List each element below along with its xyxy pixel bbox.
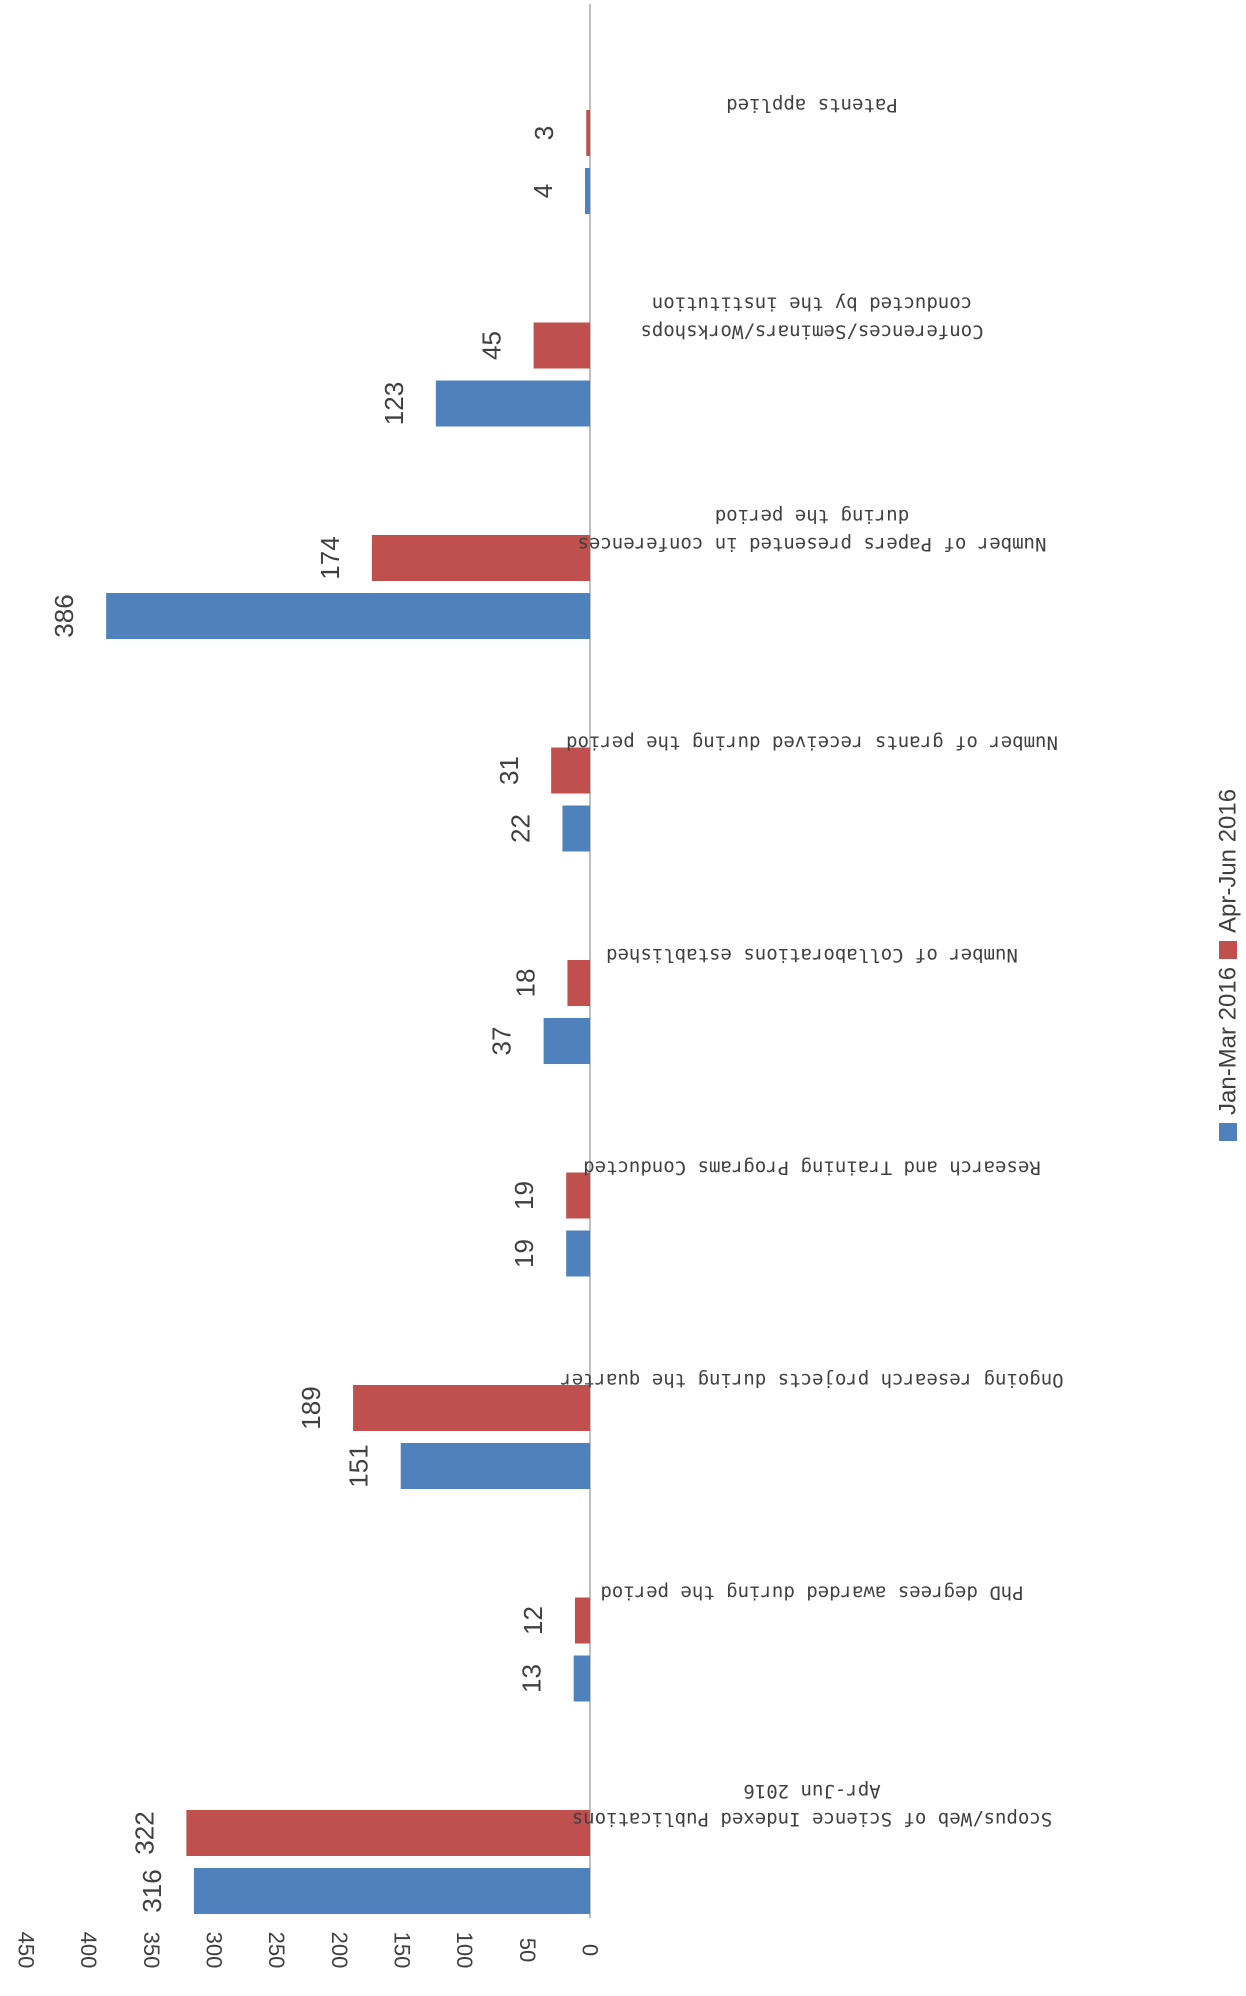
- bar: [401, 1443, 590, 1489]
- bar: [106, 593, 590, 639]
- bar: [372, 535, 590, 581]
- category-label: Research and Training Programs Conducted: [583, 1157, 1041, 1179]
- axis-tick-label: 0: [578, 1944, 603, 1956]
- data-label: 123: [379, 382, 409, 425]
- category-label-line: Number of grants received during the per…: [566, 732, 1058, 754]
- bar: [186, 1810, 590, 1856]
- data-label: 174: [315, 536, 345, 579]
- category-label: Number of Collaborations established: [606, 944, 1018, 966]
- bar: [575, 1598, 590, 1644]
- axis-tick-label: 350: [139, 1932, 164, 1969]
- data-label: 386: [49, 594, 79, 637]
- bar: [585, 168, 590, 214]
- data-label: 322: [129, 1811, 159, 1854]
- category-label: PhD degrees awarded during the period: [600, 1582, 1023, 1604]
- legend-swatch: [1219, 941, 1237, 959]
- category-label: Number of grants received during the per…: [566, 732, 1058, 754]
- data-label: 19: [509, 1239, 539, 1268]
- bar: [534, 323, 590, 369]
- data-label: 13: [517, 1664, 547, 1693]
- category-label-line: Research and Training Programs Conducted: [583, 1157, 1041, 1179]
- data-label: 19: [509, 1181, 539, 1210]
- axis-tick-label: 250: [264, 1932, 289, 1969]
- data-label: 45: [477, 331, 507, 360]
- axis-tick-label: 450: [13, 1932, 38, 1969]
- bar: [562, 806, 590, 852]
- data-label: 4: [528, 184, 558, 198]
- legend-label: Apr-Jun 2016: [1215, 789, 1242, 933]
- data-label: 189: [296, 1386, 326, 1429]
- category-label-line: Number of Collaborations established: [606, 944, 1018, 966]
- bar: [194, 1868, 590, 1914]
- category-label-line: Patents applied: [726, 94, 898, 116]
- axis-tick-label: 200: [327, 1932, 352, 1969]
- data-label: 3: [529, 126, 559, 140]
- legend-swatch: [1219, 1123, 1237, 1141]
- axis-tick-label: 50: [515, 1938, 540, 1962]
- axis-tick-label: 150: [389, 1932, 414, 1969]
- legend-label: Jan-Mar 2016: [1215, 967, 1242, 1115]
- data-label: 18: [510, 969, 540, 998]
- category-label-line: during the period: [715, 505, 909, 527]
- category-label-line: Conferences/Seminars/Workshops: [640, 321, 983, 343]
- category-label: Ongoing research projects during the qua…: [560, 1369, 1063, 1391]
- legend: Jan-Mar 2016 Apr-Jun 2016: [1215, 789, 1242, 1141]
- category-label: Patents applied: [726, 94, 898, 116]
- bar: [353, 1385, 590, 1431]
- category-label: Scopus/Web of Science Indexed Publicatio…: [572, 1780, 1052, 1830]
- data-label: 151: [344, 1444, 374, 1487]
- data-label: 22: [505, 814, 535, 843]
- category-label: Number of Papers presented in conference…: [578, 505, 1047, 555]
- axis-tick-label: 300: [201, 1932, 226, 1969]
- bar: [567, 960, 590, 1006]
- data-label: 37: [487, 1027, 517, 1056]
- bar: [436, 381, 590, 427]
- data-label: 12: [518, 1606, 548, 1635]
- category-label: Conferences/Seminars/Workshops conducted …: [640, 293, 983, 343]
- bar: [586, 110, 590, 156]
- value-axis-ticks: 0 50 100 150 200 250 300 350 400 450: [13, 1932, 602, 1969]
- category-labels: Scopus/Web of Science Indexed Publicatio…: [560, 94, 1063, 1830]
- category-label-line: Number of Papers presented in conference…: [578, 533, 1047, 555]
- data-label: 31: [494, 756, 524, 785]
- category-label-line: Apr-Jun 2016: [743, 1780, 880, 1802]
- bar: [566, 1231, 590, 1277]
- bar: [574, 1656, 590, 1702]
- category-label-line: Ongoing research projects during the qua…: [560, 1369, 1063, 1391]
- axis-tick-label: 400: [76, 1932, 101, 1969]
- data-label: 316: [137, 1869, 167, 1912]
- axis-tick-label: 100: [452, 1932, 477, 1969]
- category-label-line: Scopus/Web of Science Indexed Publicatio…: [572, 1808, 1052, 1830]
- bars: [106, 110, 590, 1914]
- category-label-line: PhD degrees awarded during the period: [600, 1582, 1023, 1604]
- bar: [544, 1018, 590, 1064]
- category-label-line: conducted by the institution: [652, 293, 972, 315]
